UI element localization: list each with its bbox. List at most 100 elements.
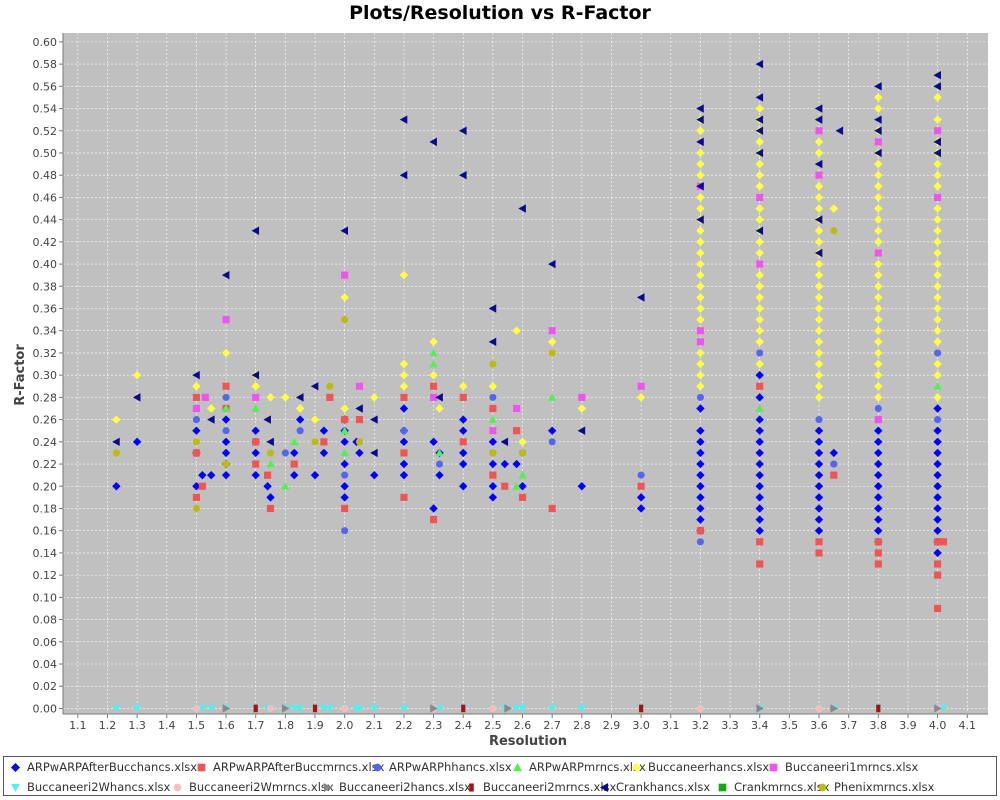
data-point: [814, 104, 823, 113]
data-point: [933, 204, 942, 213]
data-point: [435, 404, 444, 413]
data-point: [755, 204, 764, 213]
x-tick-label: 1.7: [247, 719, 265, 732]
legend-marker: [718, 783, 727, 792]
data-point: [874, 259, 883, 269]
series-12: [112, 227, 838, 513]
data-point: [933, 148, 941, 158]
data-point: [512, 459, 521, 469]
data-point: [696, 338, 704, 346]
data-point: [112, 449, 120, 457]
data-point: [814, 337, 824, 347]
y-tick-label: 0.48: [33, 169, 58, 182]
data-point: [933, 71, 941, 80]
data-point: [874, 270, 883, 280]
legend-marker: [373, 763, 382, 772]
data-point: [192, 416, 200, 424]
y-tick-label: 0.16: [33, 525, 58, 538]
legend-label: Buccaneeri1mrncs.xlsx: [785, 760, 919, 774]
y-tick-label: 0.08: [33, 614, 58, 627]
data-point: [547, 705, 557, 713]
data-point: [755, 448, 764, 458]
data-point: [326, 393, 334, 401]
data-point: [755, 148, 764, 158]
data-point: [459, 382, 468, 391]
data-point: [290, 470, 299, 480]
data-point: [874, 538, 882, 546]
data-point: [874, 182, 883, 191]
data-point: [639, 704, 644, 713]
data-point: [222, 460, 230, 468]
y-tick-label: 0.26: [33, 414, 58, 427]
data-point: [756, 193, 764, 201]
data-point: [814, 259, 824, 269]
data-point: [874, 393, 883, 402]
data-point: [340, 448, 349, 457]
x-tick-label: 3.1: [662, 719, 680, 732]
data-point: [112, 705, 121, 713]
data-point: [512, 705, 521, 713]
data-point: [192, 382, 201, 391]
data-point: [814, 348, 824, 358]
data-point: [112, 482, 121, 491]
legend-label: Buccaneeri2hancs.xlsx: [339, 780, 471, 794]
data-point: [755, 215, 764, 224]
data-point: [501, 482, 509, 490]
legend-marker-shape: [632, 763, 641, 772]
data-point: [636, 393, 646, 402]
data-point: [251, 448, 260, 458]
data-point: [429, 137, 437, 147]
data-point: [696, 493, 705, 502]
data-point: [281, 704, 290, 713]
data-point: [547, 337, 557, 347]
data-point: [815, 549, 823, 557]
data-point: [755, 126, 764, 135]
y-tick-label: 0.04: [33, 658, 58, 671]
data-point: [252, 393, 260, 401]
data-point: [933, 548, 942, 558]
data-point: [435, 470, 444, 480]
data-point: [310, 470, 320, 480]
y-tick-label: 0.22: [33, 458, 58, 471]
x-tick-label: 2.7: [543, 719, 561, 732]
data-point: [814, 359, 824, 369]
data-point: [933, 315, 942, 324]
x-axis-label: Resolution: [489, 734, 567, 749]
data-point: [755, 293, 764, 302]
legend-marker-shape: [818, 783, 827, 792]
data-point: [488, 337, 497, 347]
data-point: [874, 226, 883, 235]
data-point: [874, 304, 883, 313]
data-point: [489, 427, 497, 435]
data-point: [370, 470, 379, 480]
data-point: [290, 437, 299, 446]
chart-title: Plots/Resolution vs R-Factor: [349, 2, 651, 24]
data-point: [933, 137, 941, 147]
legend-marker: [173, 783, 182, 792]
data-point: [222, 427, 230, 435]
y-tick-label: 0.18: [33, 502, 58, 515]
series-2: [192, 349, 942, 546]
data-point: [429, 437, 438, 447]
y-tick-label: 0.20: [33, 480, 58, 493]
y-tick-label: 0.42: [33, 236, 58, 249]
data-point: [814, 315, 824, 324]
data-point: [198, 705, 207, 713]
data-point: [755, 426, 764, 435]
data-point: [696, 182, 704, 191]
data-point: [755, 504, 764, 513]
data-point: [755, 526, 764, 535]
data-point: [399, 359, 409, 369]
data-point: [399, 404, 409, 413]
data-point: [266, 449, 275, 457]
data-point: [755, 326, 764, 335]
data-point: [518, 437, 527, 447]
legend-marker: [469, 783, 474, 792]
data-point: [874, 159, 883, 169]
data-point: [755, 493, 764, 502]
data-point: [459, 393, 467, 401]
data-point: [132, 370, 142, 380]
data-point: [251, 370, 260, 380]
data-point: [281, 449, 289, 457]
data-point: [266, 393, 275, 402]
